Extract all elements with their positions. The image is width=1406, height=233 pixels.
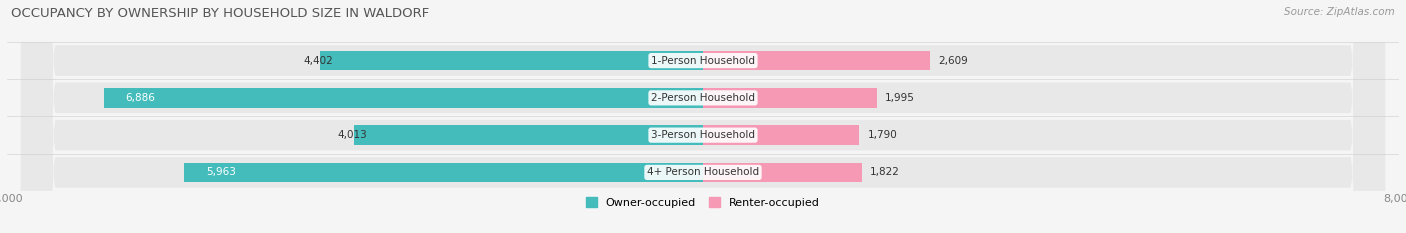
FancyBboxPatch shape: [21, 0, 1385, 233]
Bar: [354, 125, 703, 145]
Text: 2-Person Household: 2-Person Household: [651, 93, 755, 103]
FancyBboxPatch shape: [21, 0, 1385, 233]
Text: 4+ Person Household: 4+ Person Household: [647, 168, 759, 177]
Bar: [703, 88, 876, 108]
Bar: [703, 163, 862, 182]
Text: 3-Person Household: 3-Person Household: [651, 130, 755, 140]
Bar: [184, 163, 703, 182]
Bar: [321, 51, 703, 70]
Text: 6,886: 6,886: [125, 93, 156, 103]
Bar: [703, 51, 929, 70]
Text: 5,963: 5,963: [207, 168, 236, 177]
Text: 4,013: 4,013: [337, 130, 367, 140]
FancyBboxPatch shape: [21, 0, 1385, 233]
Bar: [703, 125, 859, 145]
Text: 4,402: 4,402: [304, 56, 333, 65]
FancyBboxPatch shape: [21, 0, 1385, 233]
Legend: Owner-occupied, Renter-occupied: Owner-occupied, Renter-occupied: [586, 197, 820, 208]
Text: 1-Person Household: 1-Person Household: [651, 56, 755, 65]
Text: 1,790: 1,790: [868, 130, 897, 140]
Text: 1,995: 1,995: [886, 93, 915, 103]
Text: 1,822: 1,822: [870, 168, 900, 177]
Text: 2,609: 2,609: [939, 56, 969, 65]
Text: Source: ZipAtlas.com: Source: ZipAtlas.com: [1284, 7, 1395, 17]
Text: OCCUPANCY BY OWNERSHIP BY HOUSEHOLD SIZE IN WALDORF: OCCUPANCY BY OWNERSHIP BY HOUSEHOLD SIZE…: [11, 7, 429, 20]
Bar: [104, 88, 703, 108]
